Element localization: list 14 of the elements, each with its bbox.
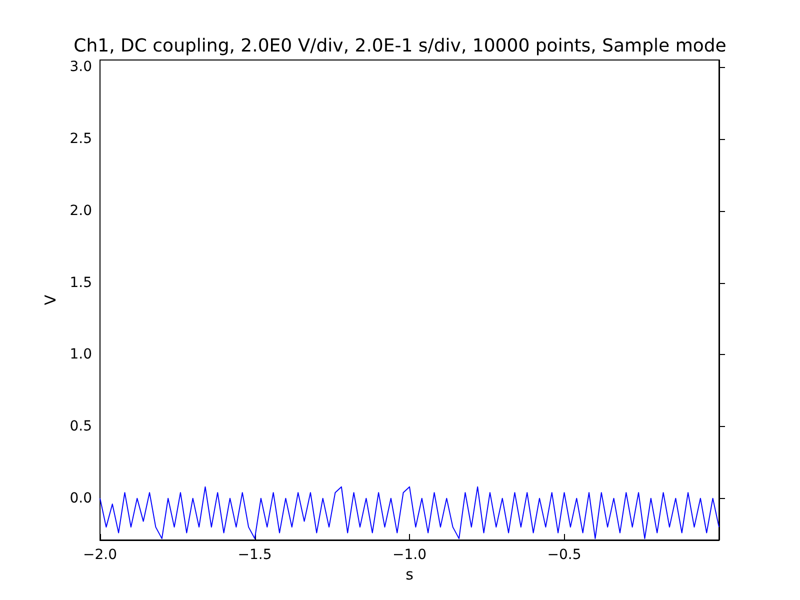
- y-tick-label: 2.5: [70, 131, 92, 148]
- y-tick-label: 1.5: [70, 274, 92, 291]
- x-tick-label: −0.5: [547, 547, 582, 563]
- y-tick-label: 2.0: [70, 202, 92, 219]
- chart-title: Ch1, DC coupling, 2.0E0 V/div, 2.0E-1 s/div, 10000 points, Sample mode: [74, 36, 726, 56]
- x-tick-label: −1.0: [392, 547, 426, 563]
- x-tick-label: −2.0: [83, 547, 117, 563]
- y-tick-label: 1.0: [70, 346, 92, 363]
- x-axis-title: s: [406, 565, 414, 584]
- y-tick-label: 0.0: [70, 490, 92, 506]
- x-tick-label: −1.5: [238, 547, 272, 563]
- y-tick-label: 3.0: [70, 59, 92, 76]
- y-tick-label: 0.5: [70, 418, 92, 434]
- y-axis-title: V: [42, 294, 60, 306]
